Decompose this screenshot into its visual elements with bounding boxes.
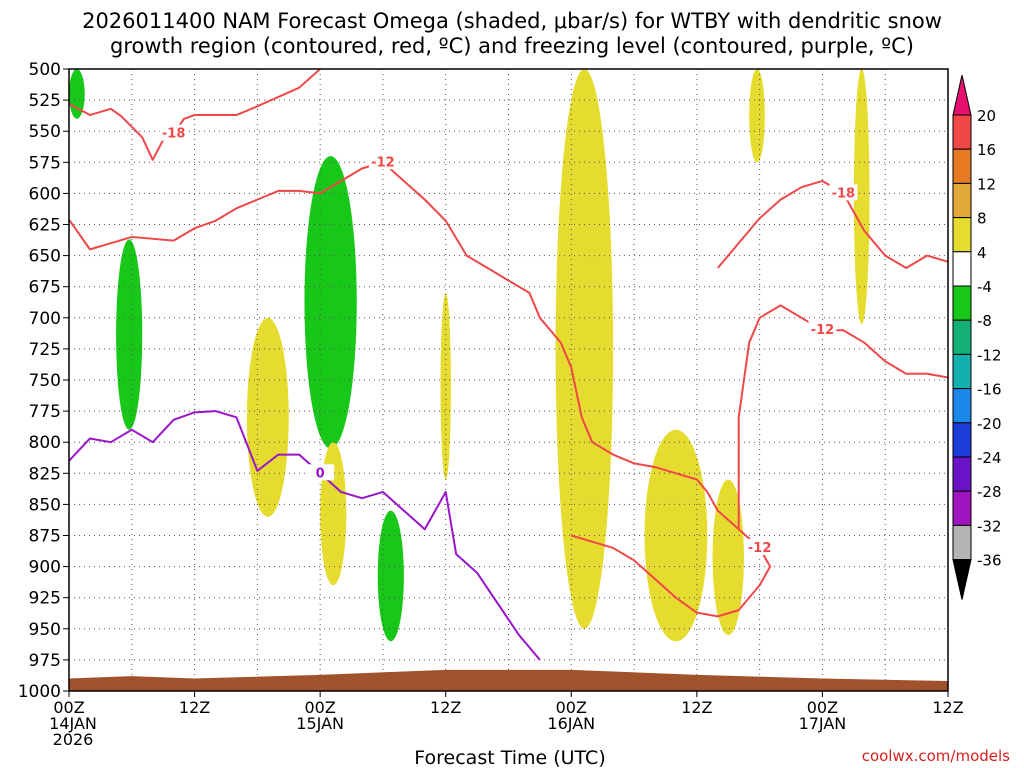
colorbar-label: -24 [977, 449, 1002, 467]
colorbar: 20 16 12 8 4 -4 -8 -12 -16 -20 -24 -28 -32 -36 [952, 74, 1002, 600]
x-tick-label: 00Z [807, 698, 838, 717]
chart-title-line-2: growth region (contoured, red, ºC) and f… [110, 34, 914, 58]
colorbar-swatch [952, 353, 972, 390]
colorbar-label: 12 [977, 175, 996, 193]
y-tick-label: 500 [29, 60, 61, 80]
y-tick-label: 725 [29, 340, 61, 360]
colorbar-swatch [952, 388, 972, 424]
y-tick-label: 875 [29, 527, 61, 547]
contour-label-bg [368, 153, 397, 170]
omega-region-upward [304, 156, 357, 449]
y-axis-ticks: 500 525 550 575 600 625 650 675 700 725 750 775 800 8… [18, 60, 69, 702]
omega-region-upward [116, 239, 143, 430]
contour-label: -12 [811, 323, 835, 338]
omega-region-downward [246, 317, 289, 517]
colorbar-swatch [952, 148, 972, 184]
colorbar-label: -28 [977, 483, 1002, 501]
x-axis-label: Forecast Time (UTC) [414, 747, 605, 768]
colorbar-label: 20 [977, 107, 996, 125]
grid-lines [69, 69, 948, 691]
terrain-fill [69, 669, 948, 691]
y-tick-label: 550 [29, 122, 61, 142]
y-tick-label: 775 [29, 402, 61, 422]
x-tick-label: 2026 [53, 730, 94, 749]
y-tick-label: 650 [29, 247, 61, 267]
watermark: coolwx.com/models [862, 747, 1010, 765]
x-tick-label: 15JAN [296, 714, 344, 733]
x-tick-label: 12Z [179, 698, 210, 717]
colorbar-label: -12 [977, 346, 1002, 364]
y-tick-label: 625 [29, 216, 61, 236]
contour-label: -18 [832, 186, 856, 201]
contour-label: -18 [162, 127, 186, 142]
x-tick-label: 00Z [53, 698, 84, 717]
y-tick-label: 925 [29, 589, 61, 609]
contour-lines: -18 -12 -12 -18 -12 0 [68, 68, 949, 661]
x-tick-label: 17JAN [799, 714, 847, 733]
y-tick-label: 700 [29, 309, 61, 329]
omega-region-downward [712, 479, 744, 636]
y-tick-label: 975 [29, 651, 61, 671]
omega-region-downward [440, 292, 451, 480]
colorbar-swatch [952, 285, 972, 321]
omega-region-downward [644, 429, 708, 642]
colorbar-label: -4 [977, 278, 992, 296]
y-tick-label: 575 [29, 153, 61, 173]
y-tick-label: 525 [29, 91, 61, 111]
x-tick-label: 16JAN [547, 714, 595, 733]
colorbar-label: -16 [977, 381, 1002, 399]
colorbar-label: 16 [977, 141, 996, 159]
y-tick-label: 900 [29, 558, 61, 578]
colorbar-top-arrow [952, 74, 972, 116]
x-tick-label: 14JAN [49, 714, 97, 733]
colorbar-swatch [952, 217, 972, 253]
colorbar-label: 8 [977, 210, 987, 228]
omega-region-downward [320, 442, 347, 586]
colorbar-bottom-arrow [952, 559, 972, 600]
omega-region-upward [377, 510, 404, 642]
y-tick-label: 825 [29, 464, 61, 484]
colorbar-swatch [952, 182, 972, 219]
colorbar-label: 4 [977, 244, 987, 262]
x-tick-label: 12Z [681, 698, 712, 717]
x-tick-label: 12Z [430, 698, 461, 717]
contour-label: -12 [371, 155, 395, 170]
colorbar-swatch [952, 490, 972, 526]
y-tick-label: 675 [29, 278, 61, 298]
contour-label-bg [829, 184, 858, 201]
contour-label: -12 [748, 541, 772, 556]
y-tick-label: 1000 [18, 682, 61, 702]
contour-label-bg [808, 321, 837, 338]
contour-label-bg [159, 124, 188, 141]
y-tick-label: 850 [29, 495, 61, 515]
colorbar-label: -32 [977, 517, 1002, 535]
x-tick-label: 12Z [932, 698, 963, 717]
colorbar-swatch [952, 319, 972, 355]
y-tick-label: 950 [29, 620, 61, 640]
colorbar-swatch [952, 456, 972, 492]
x-tick-label: 00Z [304, 698, 335, 717]
omega-region-downward [853, 68, 870, 325]
terrain-layer [69, 669, 948, 691]
omega-region-downward [749, 69, 765, 163]
y-tick-label: 750 [29, 371, 61, 391]
colorbar-label: -8 [977, 312, 992, 330]
colorbar-swatch [952, 114, 972, 150]
y-tick-label: 800 [29, 433, 61, 453]
x-tick-label: 00Z [556, 698, 587, 717]
colorbar-swatch [952, 251, 972, 287]
contour-label-bg [745, 538, 774, 555]
contour-label: 0 [316, 466, 325, 481]
colorbar-label: -36 [977, 552, 1002, 570]
colorbar-swatch [952, 422, 972, 458]
chart-title-line-1: 2026011400 NAM Forecast Omega (shaded, μ… [82, 9, 942, 33]
colorbar-label: -20 [977, 415, 1002, 433]
contour-line [571, 416, 772, 618]
y-tick-label: 600 [29, 184, 61, 204]
colorbar-swatch [952, 524, 972, 561]
contour-label-bg [306, 464, 335, 481]
contour-line [68, 410, 541, 661]
